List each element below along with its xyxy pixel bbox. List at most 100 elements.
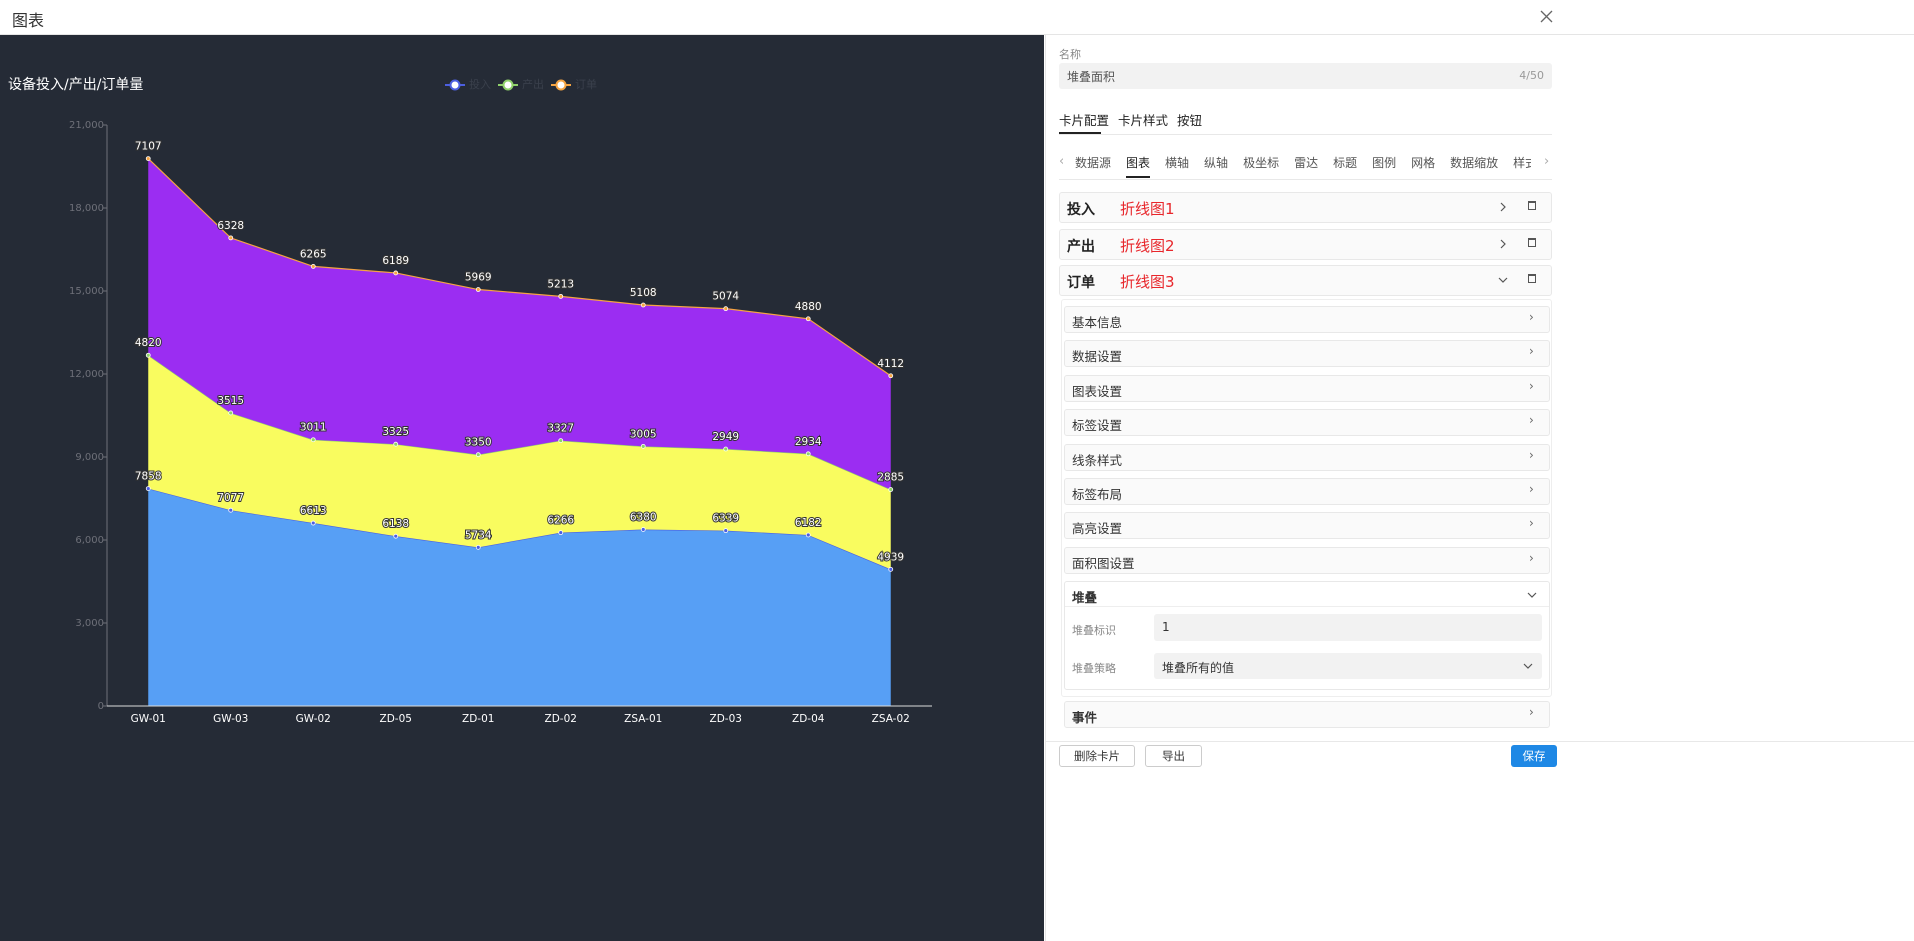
subtabs: 数据源图表横轴纵轴极坐标雷达标题图例网格数据缩放样式标 bbox=[1075, 154, 1531, 178]
data-point bbox=[640, 302, 646, 308]
data-point bbox=[558, 530, 564, 536]
section-arrow: › bbox=[1529, 413, 1534, 428]
delete-icon[interactable] bbox=[1528, 201, 1536, 210]
subtabs-divider bbox=[1059, 179, 1552, 180]
data-label: 6138 bbox=[382, 518, 409, 530]
tab[interactable]: 按钮 bbox=[1177, 113, 1203, 128]
name-input[interactable]: 堆叠面积 4/50 bbox=[1059, 63, 1552, 89]
data-label: 5969 bbox=[465, 272, 492, 284]
section-arrow: › bbox=[1529, 310, 1534, 324]
subtab[interactable]: 图表 bbox=[1126, 154, 1151, 178]
data-label: 7858 bbox=[135, 471, 162, 483]
area bbox=[148, 488, 891, 706]
data-point bbox=[805, 532, 811, 538]
select-arrow[interactable] bbox=[1523, 661, 1533, 671]
section-row[interactable] bbox=[1064, 374, 1550, 402]
data-point bbox=[640, 443, 646, 449]
data-point bbox=[393, 270, 399, 276]
stack-strategy-value: 堆叠所有的值 bbox=[1162, 661, 1235, 675]
y-tick-label: 9,000 bbox=[75, 452, 104, 463]
data-label: 6189 bbox=[382, 255, 409, 267]
data-point bbox=[558, 293, 564, 299]
section-row[interactable] bbox=[1064, 478, 1550, 505]
expand-icon[interactable] bbox=[1498, 275, 1508, 285]
data-point bbox=[475, 544, 481, 550]
data-point bbox=[888, 373, 894, 379]
y-tick-label: 21,000 bbox=[69, 120, 104, 131]
section-row[interactable] bbox=[1064, 701, 1550, 728]
data-point bbox=[310, 520, 316, 526]
data-label: 7077 bbox=[217, 492, 244, 504]
section-row[interactable] bbox=[1064, 340, 1550, 368]
subtab[interactable]: 纵轴 bbox=[1204, 156, 1229, 170]
section-title: 堆叠 bbox=[1072, 590, 1098, 605]
series-name: 订单 bbox=[1067, 275, 1095, 291]
data-label: 4820 bbox=[135, 337, 162, 349]
expand-icon[interactable] bbox=[1498, 202, 1508, 212]
data-point bbox=[228, 410, 234, 416]
subtab[interactable]: 网格 bbox=[1411, 156, 1436, 170]
x-tick-label: ZD-01 bbox=[462, 713, 494, 725]
data-label: 5108 bbox=[630, 287, 657, 299]
x-tick-label: ZD-05 bbox=[380, 713, 412, 725]
x-tick-label: ZD-02 bbox=[545, 713, 577, 725]
section-row[interactable] bbox=[1064, 306, 1550, 333]
subtab[interactable]: 横轴 bbox=[1165, 156, 1190, 170]
x-tick-label: ZSA-02 bbox=[872, 713, 910, 725]
data-label: 3327 bbox=[547, 423, 574, 435]
series-name: 产出 bbox=[1067, 239, 1095, 255]
section-row[interactable] bbox=[1064, 409, 1550, 437]
data-label: 3325 bbox=[382, 426, 409, 438]
section-title: 基本信息 bbox=[1072, 315, 1123, 330]
series-row[interactable] bbox=[1059, 229, 1552, 260]
data-label: 3011 bbox=[300, 422, 327, 434]
save-button[interactable]: 保存 bbox=[1511, 745, 1557, 767]
export-button[interactable]: 导出 bbox=[1145, 745, 1202, 767]
series-row[interactable] bbox=[1059, 192, 1552, 223]
section-row[interactable] bbox=[1064, 512, 1550, 540]
section-arrow: › bbox=[1529, 447, 1534, 462]
section-row[interactable] bbox=[1064, 443, 1550, 471]
data-label: 4880 bbox=[795, 301, 822, 313]
subtab[interactable]: 数据缩放 bbox=[1450, 156, 1499, 170]
series-row[interactable] bbox=[1059, 265, 1552, 296]
delete-icon[interactable] bbox=[1528, 238, 1536, 247]
subtab[interactable]: 图例 bbox=[1372, 156, 1397, 170]
subtab[interactable]: 极坐标 bbox=[1243, 156, 1280, 170]
subtab[interactable]: 样式 bbox=[1513, 156, 1531, 170]
section-row[interactable] bbox=[1064, 546, 1550, 574]
series-note: 折线图1 bbox=[1120, 200, 1175, 218]
x-tick-label: GW-02 bbox=[296, 713, 331, 725]
subtab[interactable]: 雷达 bbox=[1294, 156, 1319, 170]
data-point bbox=[558, 438, 564, 443]
stack-strategy-select[interactable]: 堆叠所有的值 bbox=[1154, 653, 1542, 679]
data-label: 2949 bbox=[712, 431, 739, 443]
subtab[interactable]: 数据源 bbox=[1075, 156, 1112, 170]
data-label: 6328 bbox=[217, 220, 244, 232]
sections-frame bbox=[1061, 299, 1552, 697]
legend-label: 投入 bbox=[469, 77, 491, 91]
series-note: 折线图3 bbox=[1120, 273, 1175, 291]
delete-card-button[interactable]: 删除卡片 bbox=[1059, 745, 1135, 767]
data-point bbox=[805, 451, 811, 457]
tab-underline bbox=[1059, 132, 1101, 134]
section-arrow: › bbox=[1529, 705, 1534, 719]
collapse-icon[interactable] bbox=[1527, 590, 1537, 600]
tab[interactable]: 卡片配置 bbox=[1059, 113, 1110, 128]
data-label: 6613 bbox=[300, 505, 327, 517]
data-point bbox=[723, 446, 729, 452]
section-title: 图表设置 bbox=[1072, 383, 1123, 399]
expand-icon[interactable] bbox=[1498, 239, 1508, 249]
data-point bbox=[475, 452, 481, 458]
section-title: 标签设置 bbox=[1072, 418, 1123, 434]
subtab-next: › bbox=[1544, 154, 1550, 169]
subtab[interactable]: 标题 bbox=[1333, 156, 1358, 170]
delete-icon[interactable] bbox=[1528, 274, 1536, 283]
close-button[interactable] bbox=[1540, 10, 1553, 23]
tab[interactable]: 卡片样式 bbox=[1118, 113, 1169, 128]
stack-id-input[interactable]: 1 bbox=[1154, 614, 1542, 641]
field-label: 名称 bbox=[1059, 48, 1081, 61]
y-tick-label: 3,000 bbox=[75, 618, 104, 629]
legend-label: 订单 bbox=[575, 78, 597, 91]
data-point bbox=[228, 507, 234, 513]
